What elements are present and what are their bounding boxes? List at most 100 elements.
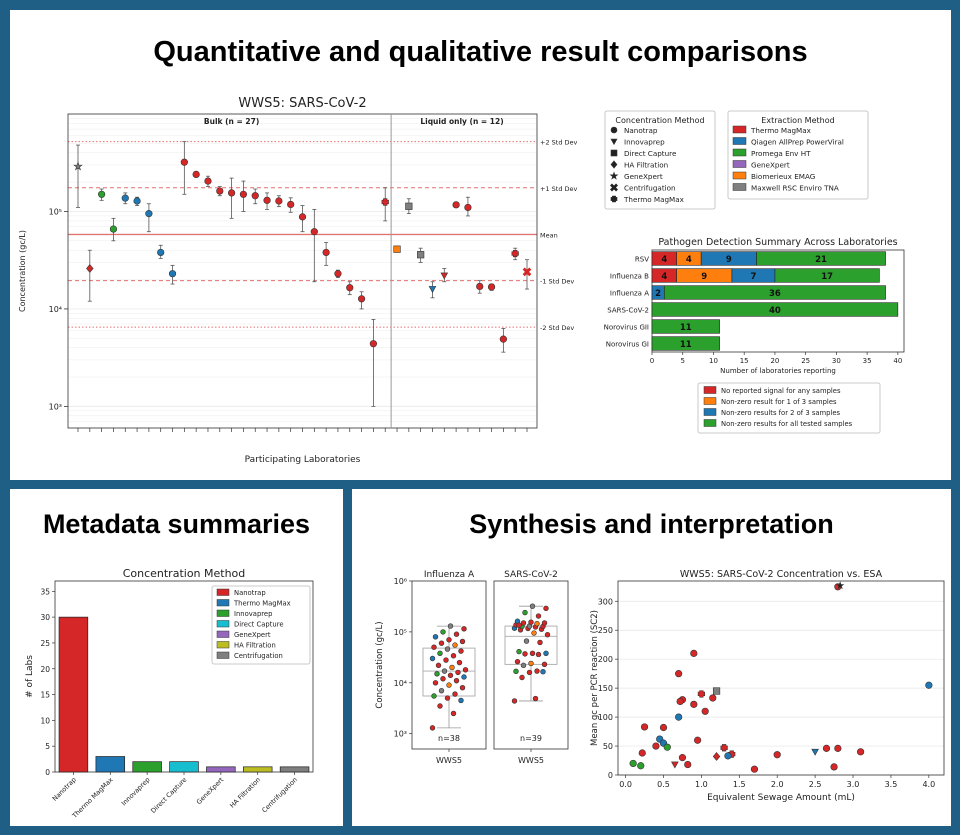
concmethod-bar (279, 766, 310, 773)
boxplot-point (440, 629, 446, 635)
pathogen-category-label: RSV (635, 256, 649, 264)
pathogen-bar-value: 4 (661, 255, 667, 265)
boxplot-point (529, 650, 536, 656)
esa-point (712, 687, 721, 695)
esa-x-tick-label: 0.0 (619, 780, 632, 789)
group-label: Liquid only (n = 12) (420, 117, 503, 126)
pathogen-legend-label: Non-zero results for 2 of 3 samples (721, 409, 841, 417)
boxplot-point (441, 668, 448, 674)
boxplot-point (461, 626, 467, 632)
boxplot-y-tick-label: 10⁵ (394, 628, 407, 637)
pathogen-bar-value: 17 (821, 272, 833, 282)
concmethod-legend-swatch (216, 630, 230, 638)
concmethod-y-tick-label: 35 (40, 587, 50, 596)
esa-point (684, 760, 692, 769)
concmethod-chart-title: Concentration Method (123, 567, 246, 580)
lab-point (393, 245, 401, 253)
concmethod-legend-swatch (216, 620, 230, 628)
lab-point (204, 177, 212, 185)
extraction-legend-swatch (732, 171, 747, 180)
concmethod-y-tick-label: 20 (40, 665, 50, 674)
esa-y-tick-label: 50 (603, 742, 613, 751)
pathogen-bar-value: 21 (815, 255, 827, 265)
boxplot-point (462, 667, 469, 673)
concmethod-x-tick-label: Direct Capture (149, 776, 188, 815)
boxplot-point (444, 695, 451, 701)
lab-point (369, 340, 377, 348)
boxplot-point (537, 639, 543, 646)
esa-point (701, 707, 709, 715)
boxplot-point (458, 648, 464, 654)
concmethod-y-tick-label: 5 (45, 742, 50, 751)
boxplot-title: Influenza A (424, 570, 475, 580)
pathogen-plot-frame (651, 249, 905, 353)
plot-frame (67, 113, 538, 429)
concmethod-legend-label: HA Filtration (234, 642, 276, 650)
concentration-legend-label: HA Filtration (624, 161, 668, 170)
lab-point (180, 158, 188, 166)
concentration-legend-label: Direct Capture (624, 149, 677, 158)
esa-point (675, 670, 683, 678)
boxplot-point (432, 680, 439, 686)
pathogen-legend-swatch (703, 397, 717, 405)
pathogen-category-label: Norovirus GI (606, 341, 649, 349)
boxplot-y-tick-label: 10³ (394, 730, 407, 739)
concmethod-bar (169, 761, 199, 773)
lab-point (357, 295, 366, 303)
boxplot-point (528, 660, 534, 667)
esa-point (652, 742, 660, 750)
esa-point (925, 681, 933, 689)
concmethod-x-tick-label: GeneXpert (195, 775, 226, 806)
boxplot-point (450, 710, 457, 717)
extraction-legend-label: GeneXpert (751, 161, 790, 170)
extraction-legend-swatch (732, 148, 747, 157)
esa-point (629, 759, 637, 768)
lab-point (499, 335, 507, 343)
esa-y-tick-label: 150 (598, 684, 613, 693)
boxplot-point (440, 676, 446, 682)
extraction-legend-label: Promega Env HT (751, 149, 811, 158)
reference-line-label: +1 Std Dev (540, 185, 578, 193)
esa-y-tick-label: 200 (598, 655, 613, 664)
boxplot-point (446, 682, 452, 688)
extraction-legend-label: Biomerieux EMAG (751, 172, 815, 181)
comparison-charts: WWS5: SARS-CoV-2 +2 Std Dev +1 Std Dev Mean… (18, 96, 905, 465)
concmethod-legend-label: Innovaprep (234, 610, 272, 618)
pathogen-bar-value: 9 (701, 272, 707, 282)
lab-point (145, 210, 153, 218)
esa-point (676, 697, 684, 706)
pathogen-bar-value: 4 (661, 272, 667, 282)
boxplot-point (431, 644, 437, 650)
synthesis-panel-title: Synthesis and interpretation (469, 509, 834, 539)
boxplot-point (540, 669, 546, 675)
boxplot-x-label: WWS5 (436, 756, 462, 765)
pathogen-category-label: Influenza A (610, 290, 649, 298)
comparison-panel: Quantitative and qualitative result comp… (10, 10, 951, 480)
lab-point (275, 197, 283, 205)
esa-point (750, 765, 759, 773)
concmethod-x-tick-label: Centrifugation (260, 776, 299, 815)
boxplot-point (522, 651, 528, 657)
x-stroke (610, 183, 618, 192)
boxplot-point (519, 674, 525, 681)
boxplot-point (458, 697, 464, 704)
lab-point (452, 201, 460, 209)
esa-x-tick-label: 3.5 (885, 780, 898, 789)
x-axis-label: Participating Laboratories (245, 455, 361, 465)
boxplot-point (520, 620, 527, 626)
esa-plot-frame (617, 580, 945, 776)
boxplot-x-label: WWS5 (518, 756, 544, 765)
boxplot-point (437, 703, 443, 709)
concmethod-legend-label: Direct Capture (234, 621, 284, 629)
boxplot-n-label: n=38 (438, 734, 460, 743)
y-tick-label: 10⁴ (49, 305, 62, 314)
boxplot-point (514, 658, 521, 665)
esa-chart-title: WWS5: SARS-CoV-2 Concentration vs. ESA (680, 569, 883, 580)
esa-point (709, 694, 717, 702)
concentration-legend-label: GeneXpert (624, 172, 663, 181)
boxplot-point (449, 664, 455, 671)
lab-point (487, 283, 496, 291)
boxplot-point (453, 677, 460, 684)
esa-point (811, 748, 819, 756)
esa-point (690, 649, 698, 657)
